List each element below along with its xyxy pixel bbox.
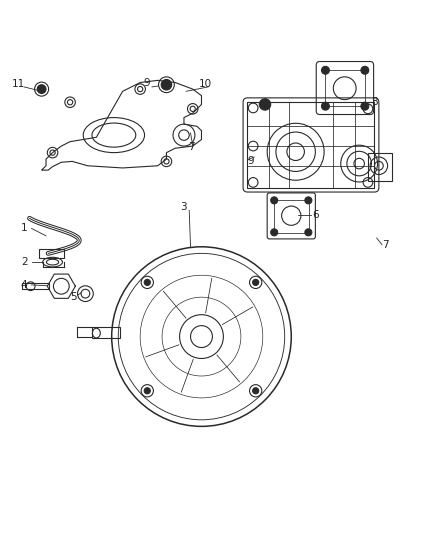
Text: 9: 9 (143, 78, 150, 88)
Circle shape (321, 102, 329, 110)
Circle shape (361, 66, 369, 74)
Text: 7: 7 (382, 240, 389, 251)
Bar (247, 102, 374, 188)
Bar (274, 200, 309, 233)
Circle shape (271, 229, 278, 236)
Text: 3: 3 (180, 203, 187, 212)
Circle shape (361, 102, 369, 110)
Text: 8: 8 (371, 97, 378, 107)
Text: 2: 2 (21, 257, 28, 267)
Circle shape (271, 197, 278, 204)
Polygon shape (47, 274, 75, 298)
Bar (368, 152, 392, 181)
Text: 11: 11 (12, 79, 25, 90)
Circle shape (305, 229, 312, 236)
Circle shape (144, 387, 150, 394)
Text: 7: 7 (188, 142, 195, 152)
Circle shape (253, 279, 259, 286)
Bar (325, 70, 365, 106)
Text: 4: 4 (21, 280, 28, 290)
Text: 9: 9 (247, 156, 254, 166)
Text: 6: 6 (312, 210, 319, 220)
Text: 1: 1 (21, 223, 28, 233)
Bar (92, 327, 120, 338)
Bar (39, 249, 64, 258)
Circle shape (253, 387, 259, 394)
Circle shape (161, 79, 172, 90)
Circle shape (37, 85, 46, 93)
Bar (22, 283, 49, 289)
Circle shape (321, 66, 329, 74)
Text: 5: 5 (70, 292, 77, 302)
Circle shape (144, 279, 150, 286)
Circle shape (305, 197, 312, 204)
PathPatch shape (42, 80, 201, 170)
Text: 10: 10 (198, 79, 212, 90)
Circle shape (259, 99, 271, 110)
